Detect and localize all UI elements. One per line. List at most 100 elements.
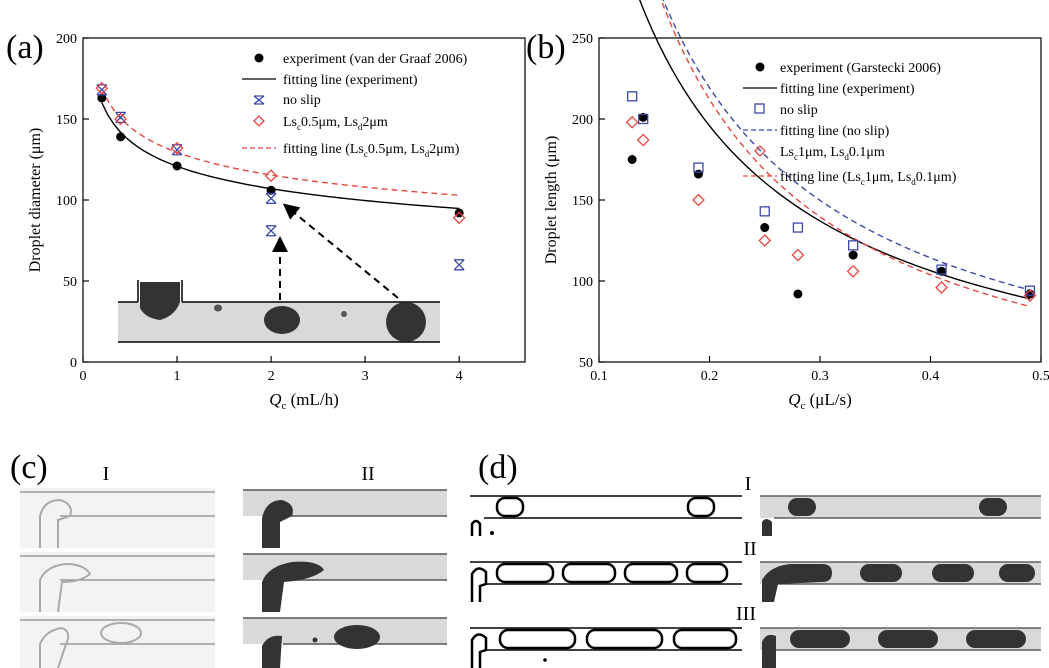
panel-a-ticks: 0 1 2 3 4 0 50 100 150 200 [56, 32, 463, 384]
fit-line [101, 88, 460, 196]
d-outline-row-2 [470, 561, 742, 602]
legend-b-ls-marker [754, 145, 766, 157]
legend-b-ls: Lsc1μm, Lsd0.1μm [780, 145, 885, 162]
data-point-slip [114, 112, 128, 126]
x-tick-label: 0.4 [922, 369, 940, 384]
legend-b-fit-noslip: fitting line (no slip) [780, 124, 890, 139]
panel-d-filled [760, 495, 1041, 668]
c-frame-2-2 [243, 553, 447, 612]
panel-c-col2-label: II [361, 463, 374, 485]
legend-b-fit-exp: fitting line (experiment) [780, 82, 915, 97]
d-filled-row-2 [760, 561, 1041, 602]
panel-a-label: (a) [6, 29, 44, 66]
data-point-slip [692, 193, 705, 207]
data-point-slip [636, 133, 650, 147]
panel-d-label: (d) [478, 449, 518, 486]
panel-b: (b) 0.1 0.2 0.3 0.4 0.5 50 100 150 200 250 experi… [526, 0, 1049, 412]
data-point-experiment [793, 289, 803, 299]
fit-line [638, 0, 1031, 300]
c-frame-1-2 [20, 552, 215, 613]
y-tick-label: 50 [63, 275, 77, 290]
data-point-slip [791, 248, 805, 262]
inset-arrow-2 [282, 203, 399, 299]
data-point-noslip [265, 225, 277, 237]
legend-a-exp-marker [254, 53, 264, 63]
panel-b-label: (b) [526, 29, 566, 66]
y-tick-label: 200 [56, 32, 77, 47]
data-point-experiment [848, 250, 858, 260]
fit-line [660, 0, 1031, 308]
fit-line [101, 102, 460, 210]
fit-line [662, 0, 1031, 291]
x-tick-label: 0.1 [590, 369, 608, 384]
panel-d-row1-label: I [745, 473, 752, 495]
data-point-noslip [936, 264, 947, 275]
x-tick-label: 1 [174, 369, 181, 384]
data-point-noslip [115, 111, 127, 124]
inset-droplet-large [386, 302, 426, 342]
x-tick-label: 0 [80, 369, 87, 384]
legend-b-noslip-marker [754, 103, 765, 114]
data-point-noslip [848, 240, 859, 251]
x-tick-label: 4 [456, 369, 463, 384]
data-point-slip [935, 281, 948, 294]
data-point-slip [625, 115, 639, 129]
y-tick-label: 100 [56, 194, 77, 209]
c-frame-2-3 [243, 617, 447, 668]
data-point-slip [170, 141, 184, 155]
legend-a-noslip-marker [253, 95, 265, 105]
y-tick-label: 150 [572, 194, 593, 209]
c-frame-2-1 [243, 489, 447, 548]
panel-d: (d) I II III [470, 449, 1041, 668]
data-point-noslip [759, 206, 770, 217]
x-tick-label: 0.2 [701, 369, 719, 384]
panel-b-legend: experiment (Garstecki 2006) fitting line… [743, 61, 957, 187]
data-point-noslip [792, 222, 804, 233]
data-point-noslip [638, 113, 649, 125]
panel-c-col1-frames [20, 488, 215, 668]
data-point-experiment [172, 161, 182, 171]
data-point-slip [452, 211, 466, 225]
y-tick-label: 100 [572, 275, 593, 290]
legend-a-ls: Lsc0.5μm, Lsd2μm [283, 115, 388, 132]
data-point-noslip [453, 259, 465, 271]
legend-a-noslip: no slip [283, 93, 321, 108]
legend-a-ls-marker [253, 115, 265, 127]
data-point-noslip [96, 84, 108, 96]
panel-b-ticks: 0.1 0.2 0.3 0.4 0.5 50 100 150 200 250 [572, 32, 1049, 384]
x-tick-label: 3 [362, 369, 369, 384]
data-point-experiment [97, 93, 107, 103]
legend-a-fit-ls: fitting line (Lsc0.5μm, Lsd2μm) [283, 142, 460, 159]
inset-satellite-droplet-1 [214, 304, 222, 312]
panel-c: (c) I II [10, 449, 447, 668]
panel-a: (a) 0 1 2 3 4 0 50 100 150 200 experiment (van de… [6, 29, 526, 412]
panel-a-legend: experiment (van der Graaf 2006) fitting … [242, 52, 468, 159]
panel-b-ylabel: Droplet length (μm) [543, 136, 560, 265]
legend-b-fit-ls: fitting line (Lsc1μm, Lsd0.1μm) [780, 170, 957, 187]
data-point-slip [1023, 289, 1037, 302]
data-point-experiment [627, 155, 637, 164]
data-point-slip [95, 81, 109, 95]
data-point-slip [264, 169, 278, 183]
d-filled-row-3 [760, 627, 1041, 668]
data-point-noslip [693, 162, 704, 173]
data-point-slip [758, 234, 772, 247]
y-tick-label: 0 [70, 356, 77, 371]
inset-inlet-droplet [140, 282, 180, 320]
x-tick-label: 0.5 [1032, 369, 1049, 384]
legend-a-exp: experiment (van der Graaf 2006) [283, 52, 468, 67]
data-point-experiment [693, 169, 703, 179]
panel-b-xlabel: Qc (μL/s) [788, 390, 852, 412]
panel-a-ylabel: Droplet diameter (μm) [27, 128, 44, 273]
panel-d-row3-label: III [736, 603, 756, 625]
panel-c-col1-label: I [103, 463, 110, 485]
y-tick-label: 250 [572, 32, 593, 47]
legend-b-noslip: no slip [780, 103, 818, 118]
data-point-noslip [627, 91, 638, 102]
inset-satellite-droplet-2 [341, 311, 347, 317]
panel-d-outlines [470, 495, 742, 668]
panel-a-inset-schematic [118, 203, 440, 343]
panel-c-label: (c) [10, 449, 48, 486]
panel-b-data [625, 0, 1037, 308]
x-tick-label: 0.3 [811, 369, 829, 384]
